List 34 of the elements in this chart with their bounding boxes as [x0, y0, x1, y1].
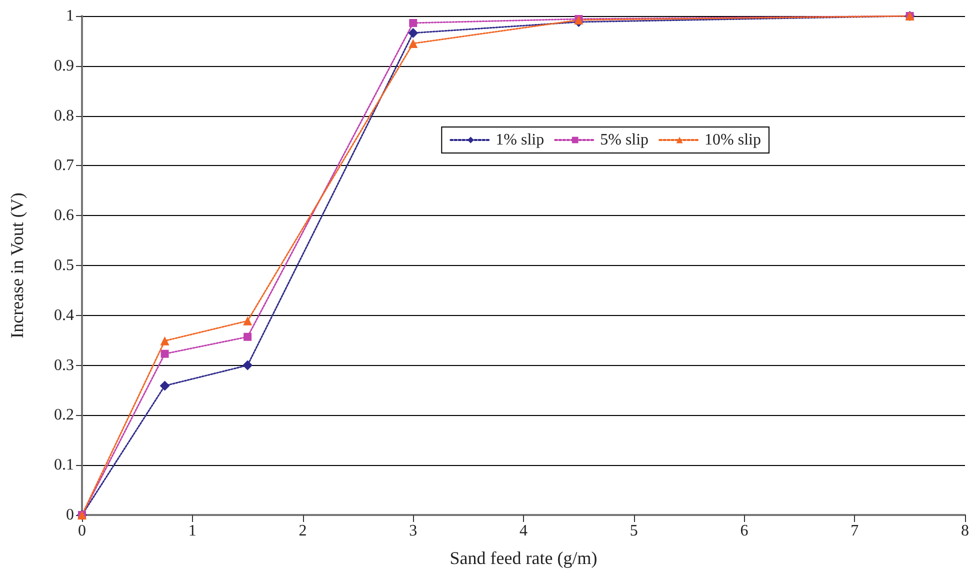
x-tick-label: 2 [298, 522, 307, 540]
y-tick-label: 1 [66, 8, 74, 24]
y-tick-label: 0.9 [54, 57, 74, 74]
y-tick-label: 0.7 [54, 157, 74, 174]
x-tick-label: 0 [78, 522, 86, 540]
y-axis-title: Increase in Vout (V) [7, 192, 27, 338]
point [409, 18, 418, 27]
x-tick-label: 4 [520, 522, 528, 540]
y-tick-label: 0.1 [54, 456, 74, 474]
point [408, 28, 418, 38]
x-axis-title: Sand feed rate (g/m) [450, 548, 598, 568]
point [160, 350, 169, 358]
legend-label: 5% slip [600, 132, 649, 148]
x-tick-label: 6 [740, 522, 748, 540]
x-tick-label: 7 [850, 522, 859, 540]
y-tick-label: 0.4 [54, 306, 74, 324]
x-tick-label: 8 [961, 522, 969, 540]
x-tick-label: 3 [409, 522, 418, 540]
point [408, 38, 418, 48]
legend-label: 1% slip [496, 132, 544, 148]
y-tick-label: 0.8 [54, 107, 74, 124]
point [160, 336, 170, 346]
y-tick-label: 0.3 [54, 356, 74, 374]
point [242, 360, 253, 370]
point [244, 332, 252, 341]
legend-label: 10% slip [704, 132, 762, 148]
y-tick-label: 0.5 [54, 257, 74, 274]
x-tick-label: 5 [630, 522, 638, 540]
y-tick-label: 0.6 [54, 207, 74, 224]
y-tick-label: 0 [66, 506, 74, 524]
y-tick-label: 0.2 [54, 406, 74, 424]
x-tick-label: 1 [188, 522, 196, 540]
point [243, 316, 252, 326]
point [160, 380, 170, 391]
